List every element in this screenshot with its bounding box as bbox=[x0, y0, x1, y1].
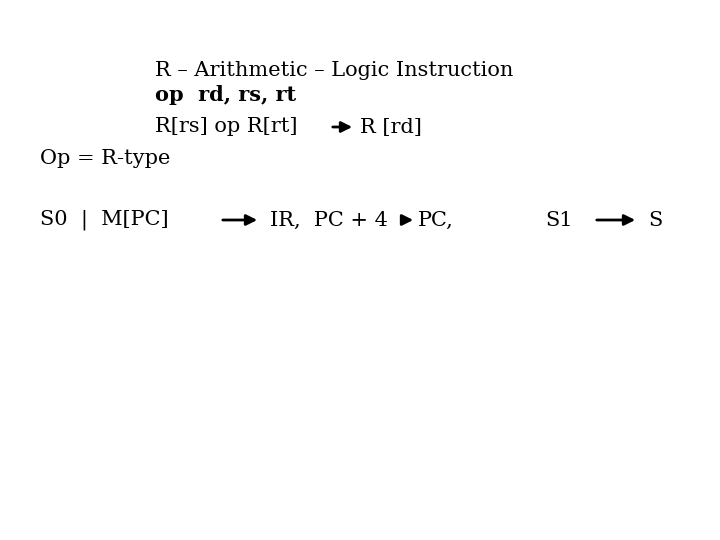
Text: R [rd]: R [rd] bbox=[360, 118, 422, 137]
Text: PC,: PC, bbox=[418, 211, 454, 229]
Text: Op = R-type: Op = R-type bbox=[40, 150, 171, 168]
Text: S1: S1 bbox=[545, 211, 572, 229]
Text: IR,  PC + 4: IR, PC + 4 bbox=[270, 211, 388, 229]
Text: R[rs] op R[rt]: R[rs] op R[rt] bbox=[155, 118, 297, 137]
Text: S0  |  M[PC]: S0 | M[PC] bbox=[40, 210, 168, 230]
Text: R – Arithmetic – Logic Instruction: R – Arithmetic – Logic Instruction bbox=[155, 60, 513, 79]
Text: S: S bbox=[648, 211, 662, 229]
Text: op  rd, rs, rt: op rd, rs, rt bbox=[155, 85, 296, 105]
